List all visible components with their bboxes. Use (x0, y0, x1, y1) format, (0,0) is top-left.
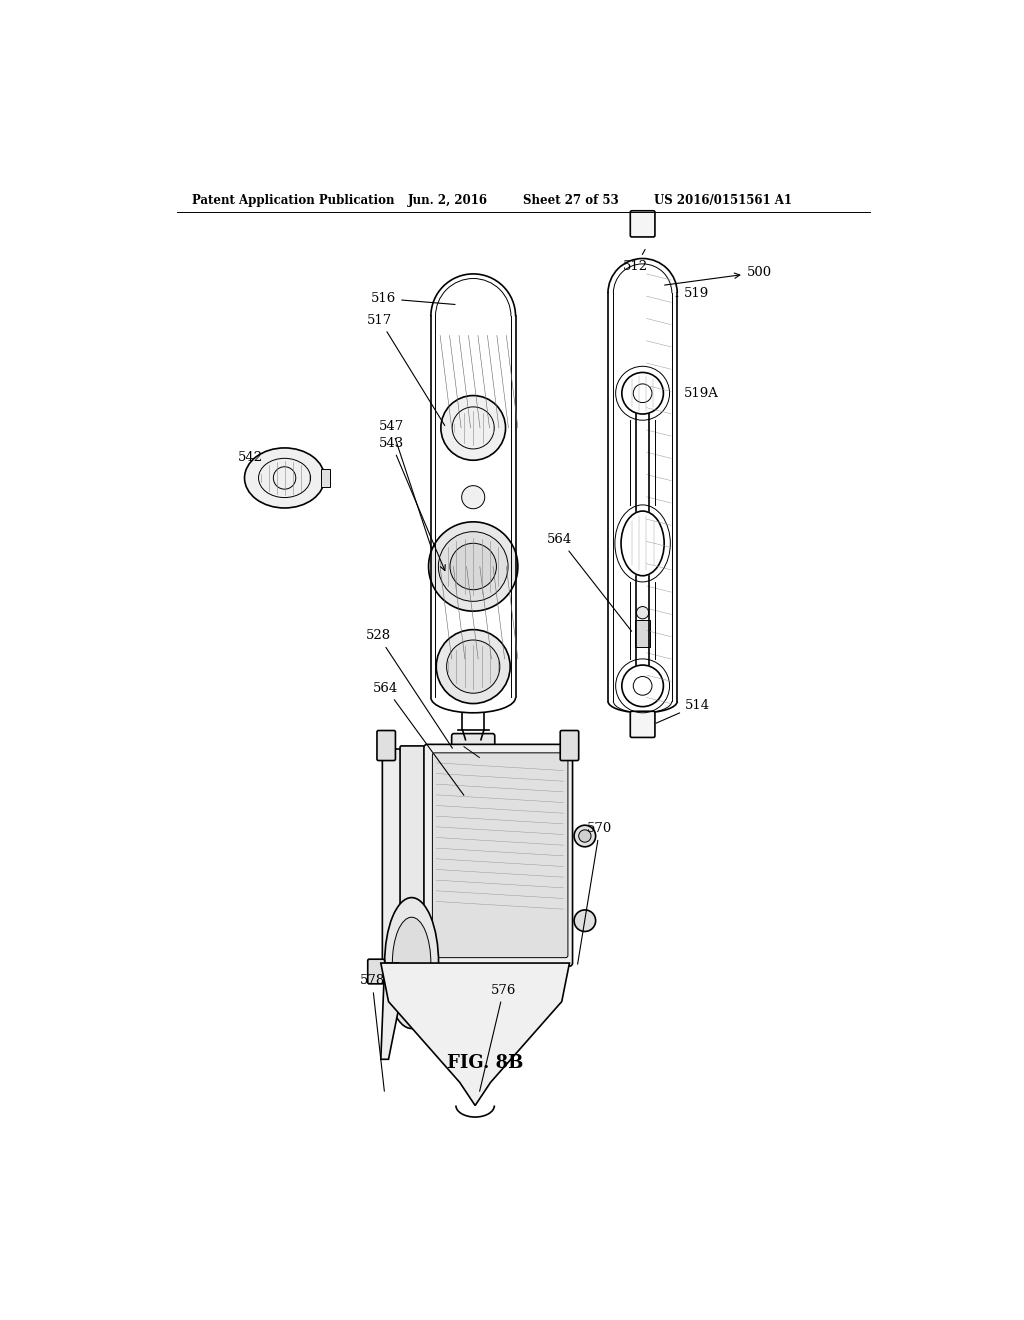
Bar (321, 469, 330, 487)
Text: 517: 517 (368, 314, 444, 425)
Ellipse shape (245, 447, 325, 508)
FancyBboxPatch shape (560, 730, 579, 760)
Polygon shape (381, 964, 569, 1106)
Text: 576: 576 (479, 983, 516, 1092)
Ellipse shape (392, 917, 431, 1008)
Text: 516: 516 (371, 292, 455, 305)
Text: 519: 519 (676, 286, 709, 300)
Text: 519A: 519A (683, 387, 718, 400)
FancyBboxPatch shape (368, 960, 385, 983)
FancyBboxPatch shape (631, 711, 655, 738)
Circle shape (446, 640, 500, 693)
Text: 564: 564 (547, 533, 632, 631)
Circle shape (438, 532, 508, 602)
Text: FIG. 8B: FIG. 8B (446, 1055, 523, 1072)
FancyBboxPatch shape (382, 748, 400, 961)
Text: 547: 547 (379, 420, 431, 548)
Text: Jun. 2, 2016: Jun. 2, 2016 (408, 194, 487, 207)
Circle shape (574, 825, 596, 847)
Circle shape (464, 784, 482, 803)
Bar (635, 620, 650, 647)
Text: Sheet 27 of 53: Sheet 27 of 53 (523, 194, 620, 207)
Ellipse shape (385, 898, 438, 1028)
Circle shape (579, 830, 591, 842)
Polygon shape (381, 964, 398, 1059)
Text: US 2016/0151561 A1: US 2016/0151561 A1 (654, 194, 793, 207)
Text: 500: 500 (665, 265, 772, 285)
Circle shape (429, 521, 518, 611)
Circle shape (574, 909, 596, 932)
Text: 514: 514 (656, 698, 710, 723)
Text: 542: 542 (239, 450, 263, 463)
Circle shape (441, 396, 506, 461)
FancyBboxPatch shape (631, 211, 655, 238)
Text: 570: 570 (578, 822, 612, 964)
FancyBboxPatch shape (424, 744, 572, 966)
Text: 512: 512 (624, 249, 648, 273)
FancyBboxPatch shape (452, 734, 495, 767)
Text: 564: 564 (374, 681, 464, 795)
Text: 528: 528 (366, 630, 453, 748)
FancyBboxPatch shape (400, 746, 425, 969)
Text: 578: 578 (359, 974, 385, 1092)
Circle shape (450, 544, 497, 590)
Text: Patent Application Publication: Patent Application Publication (193, 194, 394, 207)
Circle shape (462, 486, 484, 508)
FancyBboxPatch shape (377, 730, 395, 760)
Circle shape (436, 630, 510, 704)
Text: 543: 543 (379, 437, 445, 570)
FancyBboxPatch shape (432, 752, 568, 958)
Circle shape (637, 607, 649, 619)
